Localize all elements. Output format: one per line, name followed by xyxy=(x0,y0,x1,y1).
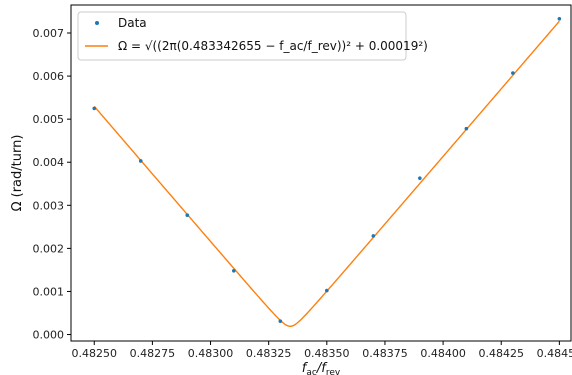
data-point xyxy=(464,126,469,131)
x-axis-label-sub2: rev xyxy=(326,368,341,375)
data-point xyxy=(325,288,329,293)
y-axis: 0.000 0.001 0.002 0.003 0.004 0.005 0.006 0.007 xyxy=(33,27,71,342)
y-tick-label: 0.006 xyxy=(33,70,65,83)
data-point xyxy=(557,16,562,21)
data-point xyxy=(371,234,376,238)
x-axis: 0.48250 0.48275 0.48300 0.48325 0.48350 0.483… xyxy=(72,341,572,360)
legend: Data Ω = √((2π(0.483342655 − f_ac/f_rev)… xyxy=(77,11,428,61)
x-tick-label: 0.48325 xyxy=(246,347,292,360)
x-tick-label: 0.48275 xyxy=(130,347,176,360)
x-tick-label: 0.48400 xyxy=(420,347,466,360)
plot-frame xyxy=(70,4,572,342)
x-tick-label: 0.48350 xyxy=(304,347,350,360)
data-point xyxy=(418,176,422,180)
legend-fit-label: Ω = √((2π(0.483342655 − f_ac/f_rev))² + … xyxy=(118,39,428,53)
y-tick-label: 0.004 xyxy=(33,156,65,169)
data-point xyxy=(185,213,190,218)
data-point xyxy=(138,159,143,163)
legend-box xyxy=(77,11,407,61)
data-point xyxy=(92,106,97,111)
fit-curve xyxy=(93,20,560,328)
legend-data-marker xyxy=(95,21,99,25)
y-tick-label: 0.000 xyxy=(33,329,65,342)
y-tick-label: 0.003 xyxy=(33,199,65,212)
x-tick-label: 0.48300 xyxy=(188,347,234,360)
x-tick-label: 0.48425 xyxy=(478,347,524,360)
y-tick-label: 0.007 xyxy=(33,27,65,40)
legend-data-label: Data xyxy=(118,16,147,30)
x-axis-label: fac/frev xyxy=(302,361,341,375)
x-tick-label: 0.48250 xyxy=(72,347,118,360)
data-point xyxy=(278,319,283,323)
x-axis-label-sub1: ac xyxy=(306,368,317,375)
y-tick-label: 0.001 xyxy=(33,285,65,298)
data-point xyxy=(511,71,515,75)
y-axis-label: Ω (rad/turn) xyxy=(10,135,25,212)
x-axis-label-sep: /f xyxy=(316,361,328,375)
data-points xyxy=(92,16,562,323)
x-axis-label-main: f xyxy=(302,361,309,375)
data-point xyxy=(231,268,236,273)
y-tick-label: 0.002 xyxy=(33,242,65,255)
y-tick-label: 0.005 xyxy=(33,113,65,126)
x-tick-label: 0.48375 xyxy=(362,347,408,360)
